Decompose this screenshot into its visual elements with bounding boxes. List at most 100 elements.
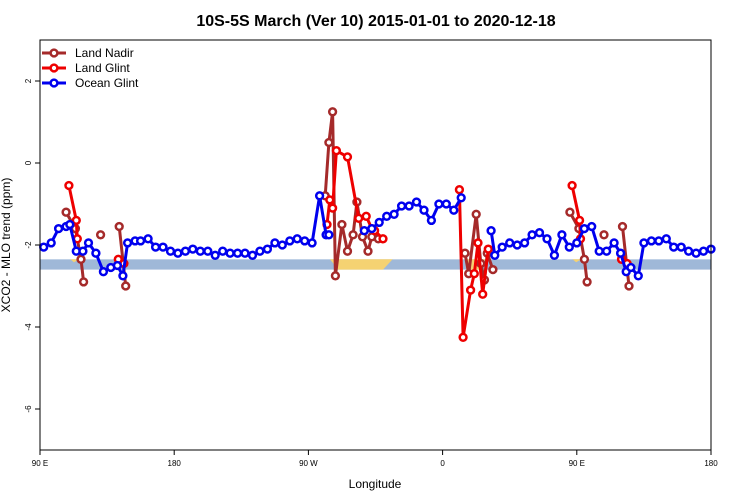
land-glint-point [64,180,74,191]
ocean-glint-point [314,191,325,201]
y-tick-label: -6 [24,405,33,413]
ocean-glint-point [135,236,146,246]
ocean-glint-point [210,250,220,260]
ocean-glint-point [497,242,507,252]
ocean-glint-point [676,242,686,252]
chart-title: 10S-5S March (Ver 10) 2015-01-01 to 2020… [196,13,555,30]
ocean-glint-point [53,223,64,234]
land-nadir-point [460,248,470,258]
ocean-glint-point [396,201,407,211]
ocean-glint-point [65,219,75,230]
y-tick-label: -4 [24,323,33,331]
ocean-glint-point [661,234,671,244]
ocean-glint-point [615,248,626,258]
ocean-glint-point [359,226,369,236]
ocean-glint-point [646,236,657,246]
land-glint-point [465,285,476,295]
ocean-glint-point [307,238,317,248]
ocean-glint-point [78,246,88,256]
x-tick-label: 90 E [32,459,48,468]
land-nadir-line [621,226,631,287]
land-nadir-point [327,107,338,117]
land-nadir-point [337,219,347,230]
y-tick-label: 0 [24,160,33,165]
land-nadir-point [95,230,106,240]
land-glint-point [354,213,364,223]
ocean-glint-point [300,236,310,246]
ocean-glint-point [572,238,582,248]
land-glint-point [361,211,371,221]
ocean-glint-point [173,248,183,258]
ocean-glint-point [557,230,567,240]
ocean-glint-point [669,242,679,252]
ocean-glint-point [441,199,451,209]
ocean-glint-point [158,242,168,252]
land-glint-point [483,244,493,254]
y-axis-label: XCO2 - MLO trend (ppm) [0,178,13,313]
land-nadir-point [348,230,358,240]
ocean-glint-point [564,242,574,252]
x-tick-label: 90 W [299,459,318,468]
land-nadir-point [324,137,334,148]
land-glint-point [378,234,388,244]
ocean-glint-point [601,246,612,256]
land-nadir-point [488,264,498,275]
ocean-glint-point [691,248,701,258]
y-tick-label: -2 [24,241,33,249]
ocean-glint-point [449,205,459,215]
land-glint-point [458,332,468,342]
ocean-glint-point [404,201,414,211]
land-nadir-point [617,221,628,232]
ocean-glint-point [122,238,133,248]
ocean-glint-point [292,234,302,244]
ocean-glint-point [83,238,94,248]
legend-swatch-marker [49,48,59,58]
ocean-glint-point [542,234,552,244]
ocean-glint-point [188,244,198,254]
ocean-glint-point [683,246,694,256]
land-fill-region [330,259,393,270]
ocean-glint-point [456,193,466,203]
legend-swatch-marker [49,63,59,73]
legend-swatch-marker [49,78,59,88]
land-nadir-point [599,230,609,240]
ocean-glint-point [411,197,422,207]
ocean-glint-point [91,248,101,258]
x-tick-label: 90 E [569,459,585,468]
ocean-glint-point [367,223,377,234]
legend-item-land-nadir: Land Nadir [42,46,134,60]
land-glint-point [454,185,465,195]
ocean-glint-point [374,217,384,228]
ocean-glint-point [195,246,205,256]
ocean-glint-point [324,230,334,240]
ocean-glint-point [143,234,153,244]
x-tick-label: 0 [440,459,445,468]
ocean-glint-point [225,248,235,258]
legend-label: Land Nadir [75,46,134,60]
ocean-glint-point [434,199,444,209]
ocean-glint-point [247,250,258,260]
ocean-glint-point [519,238,530,248]
ocean-glint-point [490,250,500,260]
ocean-glint-point [389,209,399,219]
land-glint-point [478,289,488,299]
x-tick-label: 180 [704,459,718,468]
ocean-glint-point [626,262,636,273]
y-axis: 2 0 -2 -4 -6 [24,78,40,413]
land-nadir-point [624,281,634,291]
ocean-glint-point [112,260,123,271]
land-nadir-point [76,254,86,264]
ocean-glint-point [698,246,709,256]
y-tick-label: 2 [24,78,33,83]
ocean-glint-point [285,236,295,246]
ocean-glint-point [594,246,604,256]
ocean-glint-point [512,240,522,250]
plot-area [39,107,716,342]
ocean-glint-point [232,248,243,258]
ocean-glint-point [654,236,664,246]
land-glint-point [331,146,342,156]
land-glint-point [325,195,335,205]
legend-item-land-glint: Land Glint [42,61,130,75]
